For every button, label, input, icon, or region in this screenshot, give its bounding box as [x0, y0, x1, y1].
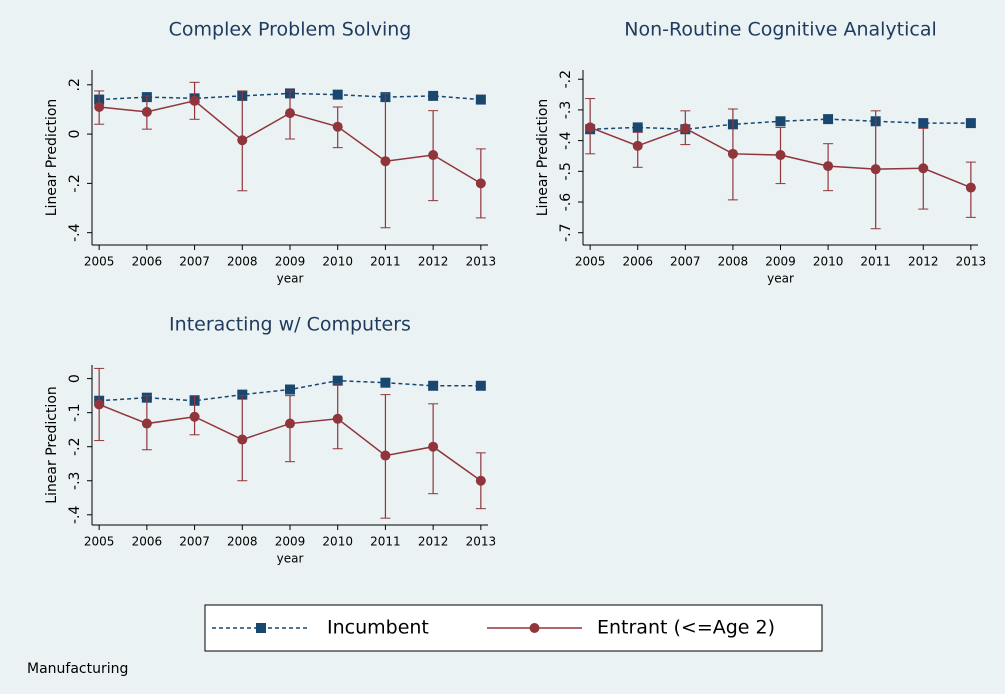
- marker: [141, 106, 152, 117]
- chart-title: Interacting w/ Computers: [169, 314, 411, 336]
- x-tick-label: 2012: [908, 255, 939, 269]
- x-tick-label: 2006: [132, 255, 163, 269]
- marker: [94, 399, 105, 410]
- x-axis-label: year: [767, 272, 794, 286]
- marker: [380, 450, 391, 461]
- x-tick-label: 2010: [813, 255, 844, 269]
- y-tick-label: -.7: [558, 224, 574, 242]
- marker: [475, 475, 486, 486]
- y-tick-label: .2: [67, 78, 83, 91]
- x-tick-label: 2008: [718, 255, 749, 269]
- marker: [285, 418, 295, 429]
- marker: [332, 413, 343, 424]
- marker: [380, 377, 391, 388]
- x-tick-label: 2011: [860, 255, 891, 269]
- x-tick-label: 2009: [275, 535, 306, 549]
- x-tick-label: 2011: [370, 255, 401, 269]
- marker: [775, 116, 786, 127]
- marker: [428, 441, 439, 452]
- marker: [94, 101, 105, 112]
- marker: [632, 122, 643, 133]
- x-tick-label: 2010: [322, 535, 353, 549]
- x-tick-label: 2013: [466, 535, 497, 549]
- marker: [285, 108, 295, 119]
- y-axis-label: Linear Prediction: [44, 386, 60, 504]
- y-tick-label: -.6: [558, 193, 574, 212]
- y-tick-label: -.1: [67, 403, 83, 421]
- legend-label: Incumbent: [327, 617, 429, 639]
- marker: [428, 90, 439, 101]
- marker: [775, 150, 786, 161]
- marker: [428, 380, 439, 391]
- marker: [189, 95, 200, 106]
- y-tick-label: -.2: [67, 437, 83, 455]
- marker: [189, 411, 200, 422]
- y-tick-label: -.4: [67, 505, 83, 524]
- marker: [237, 389, 248, 400]
- x-tick-label: 2011: [370, 535, 401, 549]
- x-tick-label: 2013: [956, 255, 987, 269]
- x-tick-label: 2006: [132, 535, 163, 549]
- marker: [965, 182, 976, 193]
- x-tick-label: 2009: [275, 255, 306, 269]
- marker: [680, 123, 691, 134]
- marker: [870, 164, 881, 175]
- marker: [727, 148, 738, 159]
- y-tick-label: -.5: [558, 162, 574, 180]
- y-tick-label: 0: [67, 130, 83, 139]
- marker: [823, 114, 834, 125]
- marker: [256, 623, 266, 633]
- x-tick-label: 2008: [227, 535, 258, 549]
- marker: [237, 135, 248, 146]
- marker: [475, 94, 486, 105]
- marker: [380, 156, 391, 167]
- marker: [918, 163, 929, 174]
- chart-title: Non-Routine Cognitive Analytical: [624, 19, 937, 41]
- x-tick-label: 2009: [765, 255, 796, 269]
- marker: [332, 89, 343, 100]
- x-tick-label: 2012: [418, 255, 449, 269]
- y-axis-label: Linear Prediction: [535, 99, 551, 217]
- marker: [332, 121, 343, 132]
- y-tick-label: -.3: [558, 101, 574, 119]
- x-tick-label: 2010: [322, 255, 353, 269]
- note: Manufacturing: [27, 661, 128, 677]
- marker: [529, 623, 540, 633]
- x-axis-label: year: [277, 272, 304, 286]
- legend-label: Entrant (<=Age 2): [597, 617, 775, 639]
- y-tick-label: 0: [67, 374, 83, 383]
- chart-title: Complex Problem Solving: [169, 19, 412, 41]
- x-tick-label: 2005: [575, 255, 606, 269]
- x-tick-label: 2005: [84, 255, 115, 269]
- y-tick-label: -.4: [67, 223, 83, 242]
- y-tick-label: -.3: [67, 472, 83, 490]
- x-tick-label: 2007: [179, 255, 210, 269]
- marker: [237, 434, 248, 445]
- y-tick-label: -.4: [558, 131, 574, 150]
- x-axis-label: year: [277, 552, 304, 566]
- x-tick-label: 2012: [418, 535, 449, 549]
- marker: [918, 118, 929, 129]
- y-axis-label: Linear Prediction: [44, 99, 60, 217]
- marker: [585, 122, 596, 133]
- x-tick-label: 2005: [84, 535, 115, 549]
- marker: [475, 178, 486, 189]
- x-tick-label: 2007: [179, 535, 210, 549]
- marker: [632, 140, 643, 151]
- marker: [332, 375, 343, 386]
- marker: [965, 118, 976, 129]
- marker: [285, 384, 295, 395]
- y-tick-label: -.2: [67, 174, 83, 192]
- marker: [823, 161, 834, 172]
- y-tick-label: -.2: [558, 70, 574, 88]
- x-tick-label: 2007: [670, 255, 701, 269]
- marker: [428, 150, 439, 161]
- marker: [475, 380, 486, 391]
- x-tick-label: 2008: [227, 255, 258, 269]
- x-tick-label: 2013: [466, 255, 497, 269]
- marker: [141, 418, 152, 429]
- x-tick-label: 2006: [622, 255, 653, 269]
